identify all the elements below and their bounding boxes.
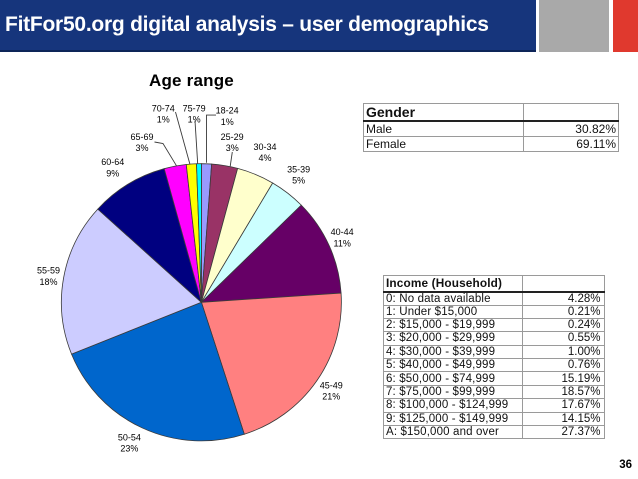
svg-text:3%: 3% (226, 143, 239, 153)
svg-text:50-54: 50-54 (118, 432, 141, 442)
svg-text:75-79: 75-79 (183, 103, 206, 113)
svg-text:23%: 23% (120, 444, 138, 454)
svg-text:1%: 1% (188, 115, 201, 125)
svg-text:25-29: 25-29 (221, 132, 244, 142)
svg-text:9%: 9% (106, 169, 119, 179)
svg-text:11%: 11% (334, 238, 351, 248)
svg-text:1%: 1% (221, 117, 234, 127)
svg-text:35-39: 35-39 (287, 164, 310, 174)
svg-text:1%: 1% (157, 115, 170, 125)
svg-text:21%: 21% (322, 392, 340, 402)
svg-text:45-49: 45-49 (320, 380, 343, 390)
svg-text:55-59: 55-59 (37, 266, 60, 276)
svg-text:70-74: 70-74 (152, 103, 175, 113)
svg-text:5%: 5% (292, 176, 305, 186)
svg-text:18%: 18% (39, 277, 57, 287)
svg-text:3%: 3% (135, 143, 148, 153)
svg-text:60-64: 60-64 (101, 157, 124, 167)
svg-text:65-69: 65-69 (130, 132, 153, 142)
svg-text:18-24: 18-24 (216, 106, 239, 116)
svg-text:40-44: 40-44 (331, 227, 354, 237)
svg-text:4%: 4% (258, 153, 271, 163)
svg-text:30-34: 30-34 (253, 142, 276, 152)
